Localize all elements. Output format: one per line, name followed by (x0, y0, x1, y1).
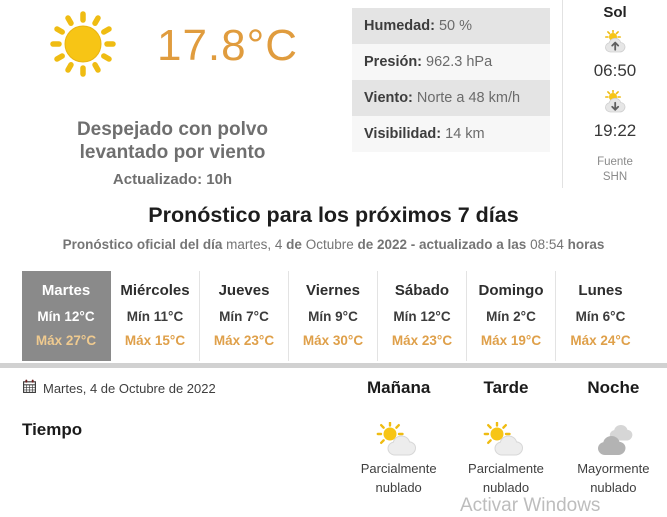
subtitle-segment: de 2022 - actualizado a las (357, 237, 531, 252)
forecast-day-jueves[interactable]: Jueves Mín 7°C Máx 23°C (200, 271, 289, 361)
forecast-table: Martes Mín 12°C Máx 27°C Miércoles Mín 1… (22, 271, 645, 361)
day-max-temp: Máx 19°C (480, 333, 542, 348)
condition-label: Parcialmente nublado (360, 461, 437, 495)
subtitle-segment: Pronóstico oficial del día (62, 237, 227, 252)
tiempo-row: Tiempo Parcialmente nublado (0, 420, 667, 498)
sun-icon (47, 8, 119, 85)
forecast-day-lunes[interactable]: Lunes Mín 6°C Máx 24°C (556, 271, 645, 361)
detail-label: Presión: (364, 54, 423, 70)
selected-date: Martes, 4 de Octubre de 2022 (0, 378, 345, 398)
detail-value: 50 % (438, 18, 472, 34)
current-temperature: 17.8°C (156, 21, 298, 70)
period-header-manana: Mañana (367, 378, 431, 397)
forecast-day-domingo[interactable]: Domingo Mín 2°C Máx 19°C (467, 271, 556, 361)
subtitle-segment: 08:54 (530, 237, 568, 252)
sunrise-time: 06:50 (593, 61, 637, 80)
day-min-temp: Mín 6°C (575, 309, 626, 324)
condition-cell-noche: Mayormente nublado (560, 420, 667, 498)
day-name: Sábado (394, 282, 450, 299)
detail-row-humidity: Humedad: 50 % (352, 8, 550, 44)
detail-row-pressure: Presión: 962.3 hPa (352, 44, 550, 80)
day-detail-header: Martes, 4 de Octubre de 2022 Mañana Tard… (0, 378, 667, 398)
source-name: SHN (602, 171, 628, 183)
day-max-temp: Máx 23°C (213, 333, 275, 348)
condition-label: Parcialmente nublado (468, 461, 544, 495)
condition-label: Mayormente nublado (577, 461, 650, 495)
current-conditions-section: 17.8°C Despejado con polvo levantado por… (0, 0, 667, 192)
detail-row-visibility: Visibilidad: 14 km (352, 116, 550, 152)
day-name: Miércoles (120, 282, 190, 299)
day-name: Lunes (578, 282, 623, 299)
subtitle-segment: martes, 4 (226, 237, 287, 252)
current-condition: Despejado con polvo levantado por viento (76, 119, 269, 164)
day-name: Jueves (218, 282, 270, 299)
day-name: Martes (41, 282, 91, 299)
forecast-title: Pronóstico para los próximos 7 días (148, 203, 519, 227)
day-min-temp: Mín 2°C (486, 309, 536, 324)
subtitle-segment: horas (567, 237, 605, 252)
day-max-temp: Máx 30°C (302, 333, 364, 348)
forecast-day-miercoles[interactable]: Miércoles Mín 11°C Máx 15°C (111, 271, 200, 361)
detail-label: Viento: (364, 90, 413, 106)
period-header-tarde: Tarde (483, 378, 529, 397)
day-min-temp: Mín 12°C (393, 309, 451, 324)
detail-value: Norte a 48 km/h (416, 90, 521, 106)
detail-label: Humedad: (364, 18, 435, 34)
details-panel: Humedad: 50 % Presión: 962.3 hPa Viento:… (352, 8, 550, 152)
day-min-temp: Mín 12°C (37, 309, 95, 324)
day-name: Viernes (306, 282, 360, 299)
detail-value: 14 km (445, 126, 485, 142)
tiempo-label: Tiempo (22, 420, 83, 439)
condition-cell-manana: Parcialmente nublado (345, 420, 452, 498)
subtitle-segment: Octubre (305, 237, 358, 252)
day-min-temp: Mín 9°C (308, 309, 358, 324)
source-label: Fuente (597, 156, 633, 168)
sunset-icon (601, 89, 629, 119)
partly-cloudy-icon (452, 422, 559, 458)
mostly-cloudy-icon (560, 422, 667, 458)
day-min-temp: Mín 7°C (219, 309, 269, 324)
current-updated: Actualizado: 10h (112, 171, 233, 189)
forecast-day-martes[interactable]: Martes Mín 12°C Máx 27°C (22, 271, 111, 361)
current-summary: 17.8°C Despejado con polvo levantado por… (0, 0, 345, 188)
section-divider (0, 363, 667, 368)
day-max-temp: Máx 15°C (124, 333, 186, 348)
activate-windows-watermark: Activar Windows (460, 495, 601, 516)
forecast-day-viernes[interactable]: Viernes Mín 9°C Máx 30°C (289, 271, 378, 361)
detail-row-wind: Viento: Norte a 48 km/h (352, 80, 550, 116)
day-max-temp: Máx 24°C (570, 333, 631, 348)
sun-panel-title: Sol (603, 4, 627, 21)
subtitle-segment: de (286, 237, 306, 252)
selected-date-text: Martes, 4 de Octubre de 2022 (43, 380, 216, 396)
condition-cell-tarde: Parcialmente nublado (452, 420, 559, 498)
partly-cloudy-icon (345, 422, 452, 458)
sunset-time: 19:22 (593, 121, 637, 140)
day-max-temp: Máx 23°C (391, 333, 453, 348)
sun-panel: Sol 06:50 (562, 0, 667, 188)
day-name: Domingo (478, 282, 544, 299)
day-min-temp: Mín 11°C (126, 309, 184, 324)
detail-label: Visibilidad: (364, 126, 442, 142)
detail-value: 962.3 hPa (426, 54, 493, 70)
forecast-day-sabado[interactable]: Sábado Mín 12°C Máx 23°C (378, 271, 467, 361)
sunrise-icon (601, 29, 629, 59)
calendar-icon (22, 379, 37, 397)
day-max-temp: Máx 27°C (35, 333, 97, 348)
forecast-subtitle: Pronóstico oficial del día martes, 4 de … (0, 237, 667, 252)
period-header-noche: Noche (587, 378, 640, 397)
